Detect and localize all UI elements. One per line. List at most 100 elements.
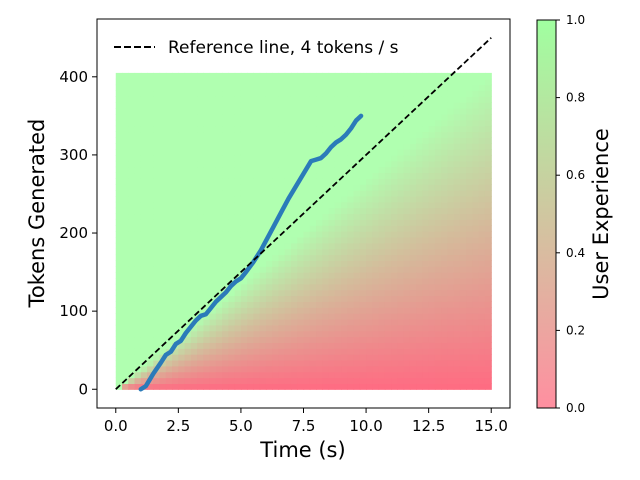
heatmap-cell	[140, 131, 148, 138]
heatmap-cell	[484, 283, 492, 291]
heatmap-cell	[428, 283, 436, 291]
heatmap-cell	[422, 143, 430, 150]
heatmap-cell	[240, 160, 248, 168]
heatmap-cell	[284, 289, 292, 297]
heatmap-cell	[165, 289, 173, 297]
heatmap-cell	[134, 172, 142, 179]
heatmap-cell	[459, 342, 467, 349]
heatmap-cell	[153, 324, 161, 332]
heatmap-cell	[372, 178, 380, 185]
heatmap-cell	[328, 154, 336, 162]
heatmap-cell	[259, 231, 267, 238]
heatmap-cell	[422, 225, 430, 232]
heatmap-cell	[366, 207, 373, 215]
heatmap-cell	[240, 307, 248, 314]
heatmap-cell	[466, 359, 474, 367]
heatmap-cell	[159, 78, 167, 86]
heatmap-cell	[203, 149, 211, 156]
heatmap-cell	[428, 219, 436, 226]
heatmap-cell	[459, 184, 467, 191]
heatmap-cell	[203, 318, 211, 326]
heatmap-cell	[265, 190, 273, 197]
heatmap-cell	[366, 336, 373, 343]
heatmap-cell	[391, 119, 398, 127]
heatmap-cell	[159, 154, 167, 162]
heatmap-cell	[428, 201, 436, 209]
heatmap-cell	[303, 336, 311, 343]
heatmap-cell	[422, 236, 430, 244]
heatmap-cell	[309, 307, 317, 314]
heatmap-cell	[190, 342, 198, 349]
heatmap-cell	[403, 365, 411, 373]
heatmap-cell	[128, 149, 136, 156]
heatmap-cell	[309, 342, 317, 349]
heatmap-cell	[153, 84, 161, 92]
heatmap-cell	[197, 72, 204, 80]
heatmap-cell	[178, 154, 186, 162]
heatmap-cell	[190, 154, 198, 162]
heatmap-cell	[197, 195, 204, 203]
heatmap-cell	[190, 377, 198, 384]
heatmap-cell	[240, 113, 248, 121]
heatmap-cell	[484, 254, 492, 261]
heatmap-cell	[215, 330, 223, 338]
colorbar-tick-label: 0.0	[566, 401, 585, 415]
heatmap-cell	[159, 242, 167, 250]
heatmap-cell	[278, 236, 286, 244]
heatmap-cell	[472, 149, 480, 156]
heatmap-cell	[384, 225, 392, 232]
heatmap-cell	[441, 213, 449, 220]
heatmap-cell	[197, 84, 204, 92]
heatmap-cell	[172, 277, 179, 285]
heatmap-cell	[190, 96, 198, 103]
heatmap-cell	[478, 96, 486, 103]
heatmap-cell	[284, 371, 292, 379]
heatmap-cell	[284, 201, 292, 209]
heatmap-cell	[316, 301, 323, 308]
heatmap-cell	[341, 149, 348, 156]
heatmap-cell	[290, 359, 298, 367]
heatmap-cell	[209, 149, 217, 156]
heatmap-cell	[397, 248, 405, 256]
heatmap-cell	[391, 336, 398, 343]
heatmap-cell	[272, 383, 280, 390]
heatmap-cell	[115, 359, 123, 367]
heatmap-cell	[466, 295, 474, 302]
heatmap-cell	[366, 277, 373, 285]
heatmap-cell	[284, 108, 292, 115]
heatmap-cell	[453, 254, 461, 261]
heatmap-cell	[159, 272, 167, 279]
heatmap-cell	[165, 254, 173, 261]
heatmap-cell	[172, 102, 179, 109]
heatmap-cell	[184, 96, 192, 103]
heatmap-cell	[222, 336, 230, 343]
heatmap-cell	[403, 301, 411, 308]
heatmap-cell	[122, 371, 129, 379]
colorbar-tick-label: 0.4	[566, 246, 585, 260]
heatmap-cell	[290, 78, 298, 86]
heatmap-cell	[309, 178, 317, 185]
heatmap-cell	[422, 324, 430, 332]
heatmap-cell	[247, 143, 255, 150]
heatmap-cell	[190, 90, 198, 97]
heatmap-cell	[153, 225, 161, 232]
heatmap-cell	[303, 154, 311, 162]
heatmap-cell	[484, 166, 492, 174]
heatmap-cell	[322, 166, 330, 174]
heatmap-cell	[290, 149, 298, 156]
heatmap-cell	[159, 336, 167, 343]
heatmap-cell	[147, 113, 154, 121]
heatmap-cell	[466, 131, 474, 138]
heatmap-cell	[259, 143, 267, 150]
heatmap-cell	[484, 272, 492, 279]
heatmap-cell	[253, 131, 261, 138]
heatmap-cell	[197, 219, 204, 226]
heatmap-cell	[309, 113, 317, 121]
heatmap-cell	[316, 172, 323, 179]
heatmap-cell	[441, 277, 449, 285]
heatmap-cell	[159, 84, 167, 92]
heatmap-cell	[247, 72, 255, 80]
heatmap-cell	[128, 295, 136, 302]
heatmap-cell	[184, 248, 192, 256]
heatmap-cell	[353, 143, 361, 150]
